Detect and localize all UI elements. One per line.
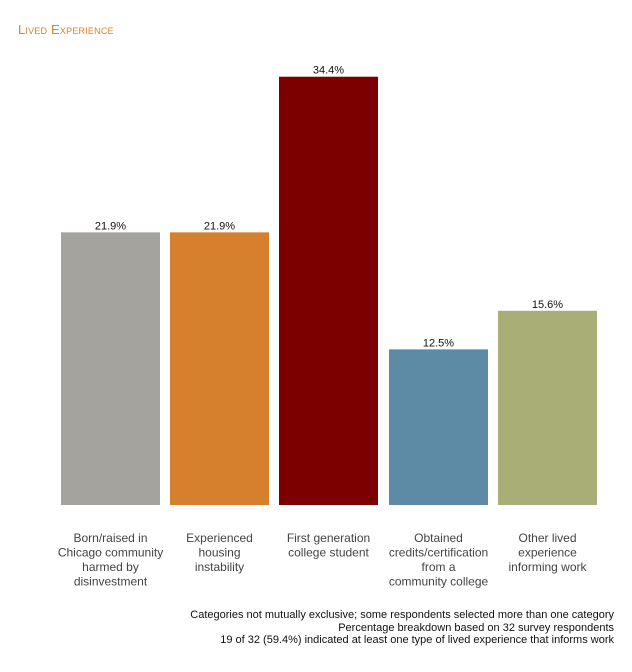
bar-5 bbox=[498, 310, 597, 505]
category-label-5: Other lived experience informing work bbox=[508, 531, 587, 574]
note-line: 19 of 32 (59.4%) indicated at least one … bbox=[220, 634, 614, 646]
category-label-line: Chicago community bbox=[58, 546, 163, 560]
chart-notes: Categories not mutually exclusive; some … bbox=[190, 609, 614, 647]
category-label-line: from a bbox=[421, 560, 455, 574]
bar-2 bbox=[170, 232, 269, 505]
category-label-line: college student bbox=[288, 546, 369, 560]
category-label-1: Born/raised in Chicago community harmed by… bbox=[58, 531, 163, 589]
category-label-line: Obtained bbox=[414, 531, 463, 545]
category-label-line: community college bbox=[389, 575, 489, 589]
data-label-4: 12.5% bbox=[423, 337, 454, 349]
bar-4 bbox=[389, 349, 488, 505]
category-label-3: First generation college student bbox=[287, 531, 370, 560]
category-label-line: Born/raised in bbox=[73, 531, 147, 545]
category-label-line: Other lived bbox=[518, 531, 576, 545]
bar-1 bbox=[61, 232, 160, 505]
category-label-line: experience bbox=[518, 546, 577, 560]
data-label-1: 21.9% bbox=[95, 220, 126, 232]
data-label-5: 15.6% bbox=[532, 299, 563, 311]
note-line: Categories not mutually exclusive; some … bbox=[190, 609, 614, 621]
category-label-line: First generation bbox=[287, 531, 370, 545]
category-label-4: Obtained credits/certification from a commu… bbox=[389, 531, 489, 589]
category-label-2: Experienced housing instability bbox=[186, 531, 253, 574]
data-label-2: 21.9% bbox=[204, 220, 235, 232]
bar-chart: 21.9% Born/raised in Chicago community harm… bbox=[58, 65, 597, 589]
category-label-line: credits/certification bbox=[389, 546, 488, 560]
category-label-line: instability bbox=[195, 560, 244, 574]
category-label-line: housing bbox=[198, 546, 240, 560]
category-label-line: informing work bbox=[508, 560, 587, 574]
category-label-line: harmed by bbox=[82, 560, 139, 574]
bar-3 bbox=[279, 76, 378, 505]
category-label-line: disinvestment bbox=[74, 575, 148, 589]
data-label-3: 34.4% bbox=[313, 65, 344, 77]
category-label-line: Experienced bbox=[186, 531, 253, 545]
note-line: Percentage breakdown based on 32 survey … bbox=[338, 621, 614, 634]
chart-title: Lived Experience bbox=[18, 22, 114, 37]
